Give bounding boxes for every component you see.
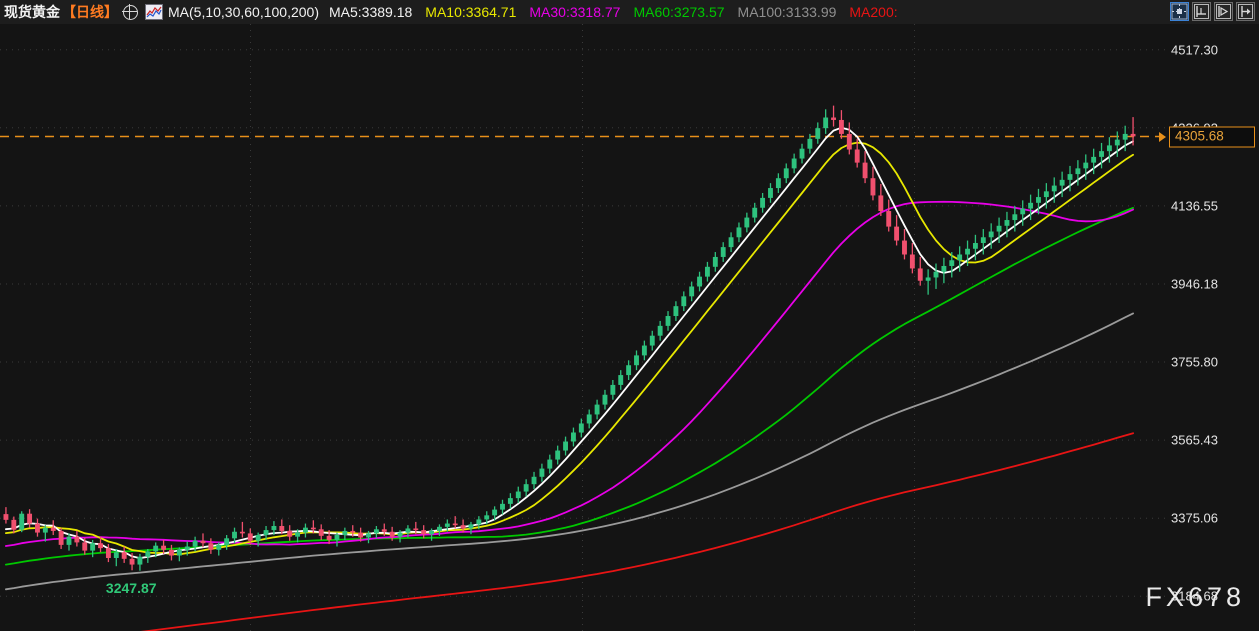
ma10-value: MA10:3364.71 [425,4,517,20]
price-axis[interactable]: 4517.304326.934136.553946.183755.803565.… [1159,24,1259,631]
shift-right-tool-button[interactable] [1236,2,1255,21]
price-tick-label: 3184.68 [1171,588,1218,604]
period-label: 【日线】 [62,5,118,21]
price-tick-label: 4136.55 [1171,198,1218,214]
price-tick-label: 3946.18 [1171,276,1218,292]
ma5-value: MA5:3389.18 [329,4,413,20]
align-left-tool-button[interactable] [1192,2,1211,21]
ma100-value: MA100:3133.99 [737,4,837,20]
annotation-3247.87: 3247.87 [105,580,157,597]
current-price-marker-icon [1159,131,1166,142]
mini-chart-icon[interactable] [145,4,163,20]
price-tick-label: 3755.80 [1171,354,1218,370]
current-price-tag[interactable]: 4305.68 [1169,126,1255,147]
ma200-value: MA200: [849,4,898,20]
ma-formula-label: MA(5,10,30,60,100,200) [168,4,319,20]
symbol-label: 现货黄金 [4,5,60,21]
align-right-tool-button[interactable] [1214,2,1233,21]
chart-toolbar [1170,2,1255,21]
ma60-value: MA60:3273.57 [633,4,725,20]
chart-header: 现货黄金 【日线】 MA(5,10,30,60,100,200) MA5:338… [0,0,1259,24]
ma30-value: MA30:3318.77 [529,4,621,20]
crosshair-tool-button[interactable] [1170,2,1189,21]
watermark: FX678 [1145,582,1245,612]
chart-plot-area[interactable]: 4381.294353.363247.87 [0,24,1165,631]
price-tick-label: 3565.43 [1171,432,1218,448]
price-tick-label: 4517.30 [1171,42,1218,58]
candlestick-svg [0,24,1165,631]
crosshair-icon[interactable] [122,3,138,20]
price-tick-label: 3375.06 [1171,510,1218,526]
